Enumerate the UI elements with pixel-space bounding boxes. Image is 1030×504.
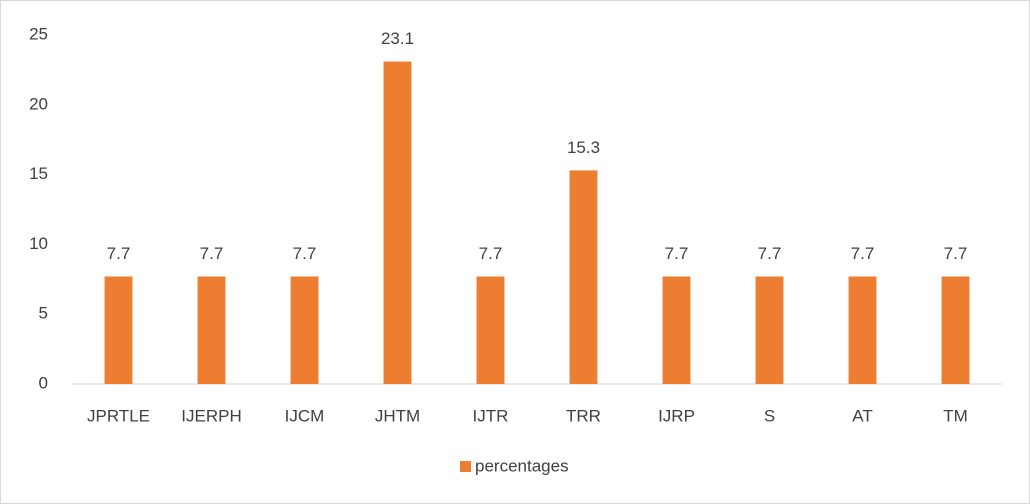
bar [569,170,598,384]
data-label: 7.7 [200,244,224,263]
x-tick-label: IJRP [658,406,695,425]
y-tick-label: 10 [29,234,48,253]
x-tick-label: S [764,406,775,425]
bar [383,61,412,385]
data-label: 23.1 [381,29,414,48]
legend-label: percentages [475,456,569,475]
x-tick-label: TM [943,406,968,425]
data-label: 7.7 [665,244,689,263]
bar [848,276,877,384]
y-tick-label: 5 [39,304,48,323]
data-label: 7.7 [944,244,968,263]
y-tick-label: 0 [39,373,48,392]
y-tick-label: 20 [29,94,48,113]
data-label: 7.7 [758,244,782,263]
data-label: 7.7 [293,244,317,263]
x-tick-label: JPRTLE [87,406,150,425]
x-tick-label: IJERPH [181,406,241,425]
bar [941,276,970,384]
x-tick-label: IJTR [473,406,509,425]
y-tick-label: 15 [29,164,48,183]
x-tick-label: TRR [566,406,601,425]
bar [662,276,691,384]
bar [476,276,505,384]
data-label: 15.3 [567,138,600,157]
data-label: 7.7 [107,244,131,263]
bar [755,276,784,384]
x-tick-label: JHTM [375,406,420,425]
x-tick-label: IJCM [285,406,325,425]
data-label: 7.7 [479,244,503,263]
data-label: 7.7 [851,244,875,263]
x-tick-label: AT [852,406,872,425]
legend-swatch [460,461,471,472]
y-tick-label: 25 [29,24,48,43]
bar [290,276,319,384]
bar [197,276,226,384]
bar [104,276,133,384]
